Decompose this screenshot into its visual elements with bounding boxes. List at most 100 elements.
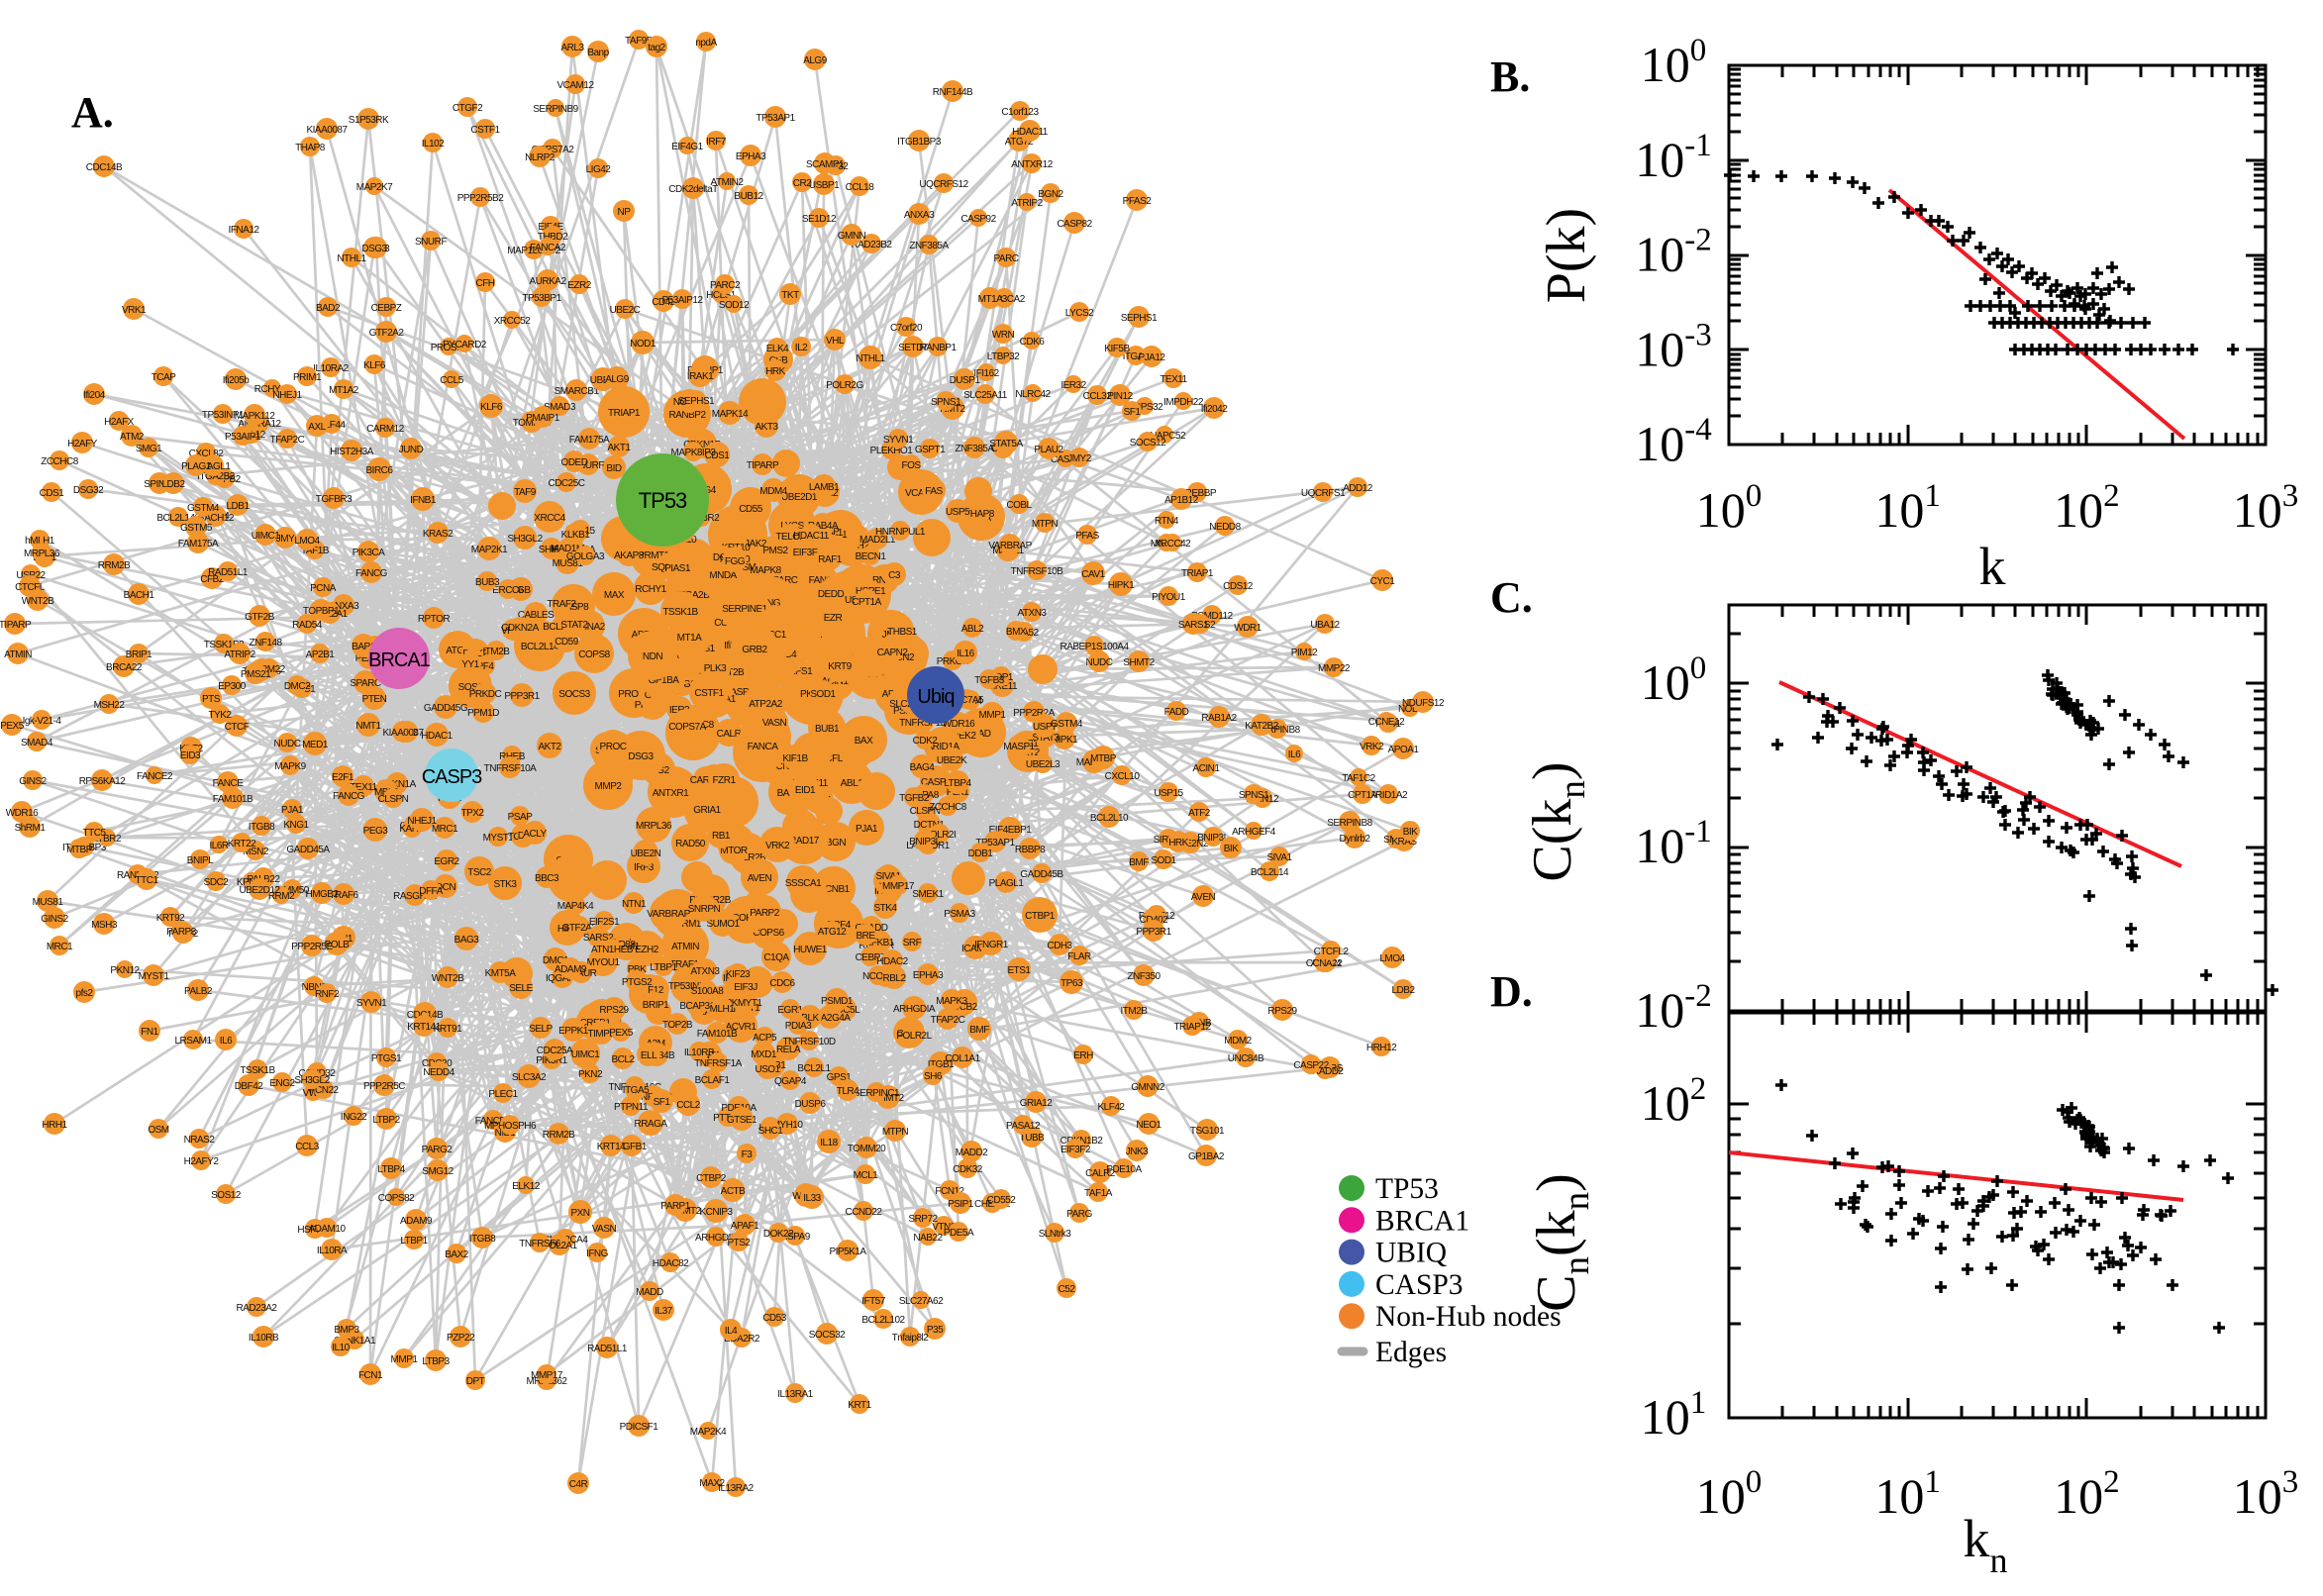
- svg-text:PSMA3: PSMA3: [944, 909, 975, 920]
- svg-text:Ifi204: Ifi204: [83, 390, 105, 401]
- svg-text:KIF1B: KIF1B: [782, 753, 808, 764]
- svg-text:MPHOSPH6: MPHOSPH6: [484, 1121, 537, 1132]
- svg-text:EZR: EZR: [824, 613, 843, 624]
- svg-text:NTN1: NTN1: [622, 899, 647, 910]
- svg-text:MRPL36: MRPL36: [24, 549, 60, 559]
- svg-text:FANCA: FANCA: [748, 742, 779, 752]
- svg-text:C1orf123: C1orf123: [1001, 107, 1039, 118]
- svg-text:EPHA3: EPHA3: [913, 970, 944, 981]
- svg-text:MDM4: MDM4: [759, 486, 787, 497]
- svg-text:GRB2: GRB2: [742, 645, 767, 655]
- svg-text:DSG3: DSG3: [361, 244, 387, 254]
- svg-text:BRE: BRE: [856, 931, 875, 942]
- svg-text:ACTB: ACTB: [721, 1186, 747, 1197]
- svg-text:ZCCHC8: ZCCHC8: [41, 456, 78, 467]
- svg-text:FAM175A: FAM175A: [178, 539, 219, 549]
- svg-text:CDC14B: CDC14B: [86, 162, 123, 173]
- svg-text:ITGA5: ITGA5: [623, 1085, 650, 1096]
- svg-text:ATM2: ATM2: [120, 432, 145, 443]
- svg-text:UQCRFS12: UQCRFS12: [919, 179, 968, 190]
- svg-text:TRAF2: TRAF2: [547, 599, 576, 610]
- svg-text:ATN1HEB: ATN1HEB: [591, 945, 634, 955]
- svg-text:SERPINB8: SERPINB8: [1327, 818, 1372, 829]
- svg-text:SLC3A2: SLC3A2: [512, 1072, 547, 1083]
- svg-text:BMF: BMF: [969, 1025, 989, 1036]
- svg-text:MTPN: MTPN: [1032, 519, 1059, 530]
- svg-text:ELL: ELL: [641, 1050, 657, 1061]
- svg-text:QGAP4: QGAP4: [774, 1076, 807, 1087]
- svg-text:UIMC1: UIMC1: [571, 1049, 601, 1060]
- svg-text:Ifi205b: Ifi205b: [223, 375, 250, 386]
- svg-text:NMT1: NMT1: [355, 721, 381, 732]
- svg-text:SMAD4: SMAD4: [21, 738, 53, 748]
- svg-text:PTGS1: PTGS1: [371, 1053, 402, 1064]
- svg-text:USO1: USO1: [755, 1064, 780, 1075]
- svg-text:HDAC1: HDAC1: [421, 731, 453, 742]
- svg-text:GTF2B: GTF2B: [245, 612, 275, 623]
- svg-text:APAF1: APAF1: [731, 1221, 759, 1232]
- svg-text:KIAA0087: KIAA0087: [382, 728, 424, 739]
- svg-text:IFNA12: IFNA12: [229, 225, 260, 236]
- svg-text:BMP3: BMP3: [334, 1325, 359, 1336]
- svg-text:BAG3: BAG3: [454, 935, 480, 946]
- svg-text:TSG101: TSG101: [1190, 1126, 1225, 1137]
- svg-text:RB1: RB1: [712, 831, 731, 842]
- svg-text:RAD23A2: RAD23A2: [237, 1303, 278, 1314]
- svg-text:P53AIP1: P53AIP1: [225, 432, 261, 443]
- svg-text:TNFRSF10A: TNFRSF10A: [484, 763, 538, 774]
- svg-text:WNT2B: WNT2B: [22, 596, 54, 607]
- svg-text:GINS2: GINS2: [41, 914, 68, 925]
- svg-text:FANCG: FANCG: [355, 568, 388, 579]
- svg-text:IL16: IL16: [957, 648, 974, 659]
- svg-text:ITM2B: ITM2B: [1121, 1006, 1149, 1017]
- svg-text:MAP2K7: MAP2K7: [356, 182, 393, 193]
- svg-text:HIPK1: HIPK1: [1108, 580, 1135, 591]
- svg-text:VHL: VHL: [826, 336, 845, 347]
- svg-text:PDE10A: PDE10A: [1106, 1164, 1142, 1175]
- svg-text:MCL1: MCL1: [854, 1170, 879, 1181]
- svg-text:JUND: JUND: [399, 445, 424, 455]
- svg-text:RTN4: RTN4: [1155, 516, 1179, 527]
- svg-text:CD59: CD59: [555, 637, 579, 648]
- svg-text:TSC2: TSC2: [467, 867, 492, 878]
- svg-text:TGFB2: TGFB2: [899, 793, 930, 804]
- svg-text:SYVN1: SYVN1: [356, 998, 387, 1009]
- svg-text:SOCS32: SOCS32: [809, 1330, 846, 1341]
- svg-text:ERH: ERH: [1073, 1050, 1093, 1061]
- svg-text:HUWE1: HUWE1: [793, 945, 828, 955]
- svg-text:PDICSF1: PDICSF1: [620, 1422, 659, 1433]
- svg-text:SERPINC1: SERPINC1: [854, 1088, 900, 1099]
- svg-text:NOD1: NOD1: [630, 339, 656, 349]
- svg-text:H2AFX: H2AFX: [104, 417, 135, 428]
- svg-text:CDC25C: CDC25C: [548, 478, 584, 489]
- svg-text:MT1A: MT1A: [677, 633, 703, 644]
- svg-text:B.: B.: [1490, 52, 1530, 101]
- svg-text:ATP2A2: ATP2A2: [749, 699, 782, 710]
- svg-text:ARHGEF4: ARHGEF4: [1232, 827, 1276, 838]
- svg-text:CTCF: CTCF: [225, 722, 250, 733]
- svg-text:GSTM4: GSTM4: [1051, 719, 1083, 730]
- svg-text:PPP3R1: PPP3R1: [1136, 927, 1171, 938]
- svg-text:H2AFY: H2AFY: [67, 439, 98, 449]
- svg-text:GADD45A: GADD45A: [286, 845, 330, 855]
- svg-text:BRCA22: BRCA22: [106, 662, 143, 673]
- svg-text:SHC1: SHC1: [758, 1126, 784, 1137]
- svg-text:PPP2R5C: PPP2R5C: [363, 1081, 405, 1092]
- svg-text:NEDD8: NEDD8: [1209, 522, 1241, 533]
- svg-text:WDR1: WDR1: [1234, 623, 1262, 634]
- svg-text:BCL2L14: BCL2L14: [521, 642, 559, 652]
- svg-text:GSTM4: GSTM4: [187, 503, 220, 514]
- svg-text:VARBRAP: VARBRAP: [647, 909, 690, 920]
- svg-text:VASN: VASN: [592, 1224, 617, 1235]
- svg-text:ATMIN: ATMIN: [4, 649, 32, 660]
- svg-text:EIF3F2: EIF3F2: [1060, 1145, 1091, 1155]
- svg-text:RAF1: RAF1: [818, 554, 843, 565]
- svg-text:SNRPN: SNRPN: [688, 904, 721, 915]
- svg-text:TAF1A: TAF1A: [1084, 1188, 1113, 1199]
- svg-text:UBA12: UBA12: [1310, 620, 1340, 631]
- svg-text:TLR4: TLR4: [837, 1086, 859, 1097]
- svg-text:ZCCHC8: ZCCHC8: [929, 802, 966, 813]
- svg-text:XRCC4: XRCC4: [534, 513, 565, 524]
- svg-text:IL18: IL18: [820, 1138, 838, 1148]
- svg-text:NEO1: NEO1: [1136, 1120, 1162, 1131]
